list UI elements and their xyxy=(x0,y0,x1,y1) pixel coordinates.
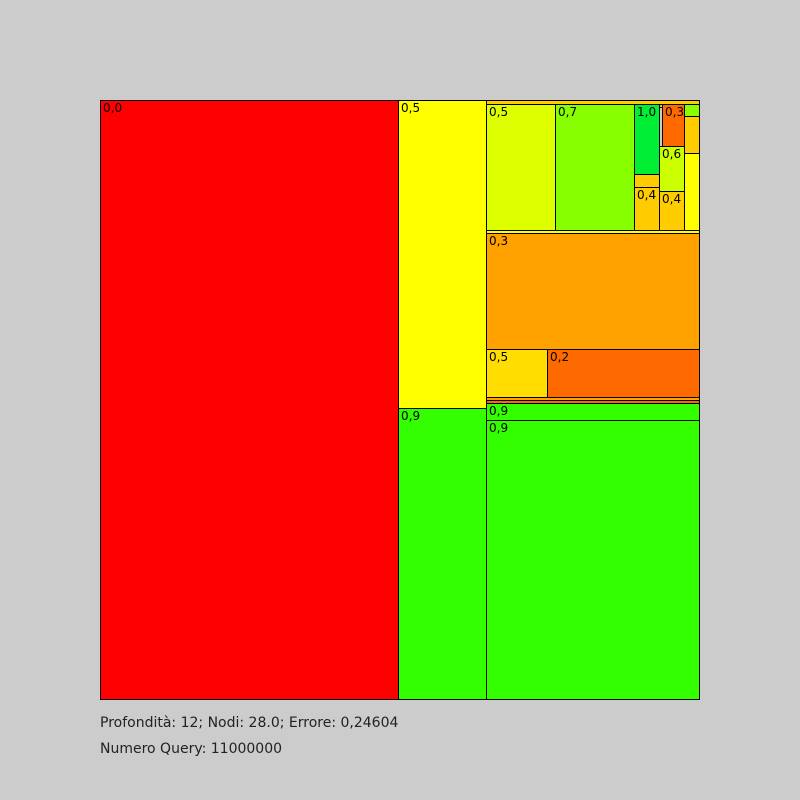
treemap-cell: 0,3 xyxy=(486,233,700,350)
treemap-cell: 1,0 xyxy=(634,104,660,175)
treemap-cell-label: 0,7 xyxy=(558,105,578,119)
treemap-cell: 0,6 xyxy=(659,146,685,192)
treemap-cell-label: 0,9 xyxy=(489,421,509,435)
treemap-cell-label: 0,0 xyxy=(103,101,123,115)
status-query-count: Numero Query: 11000000 xyxy=(100,741,283,757)
treemap-cell-label: 0,2 xyxy=(550,350,570,364)
treemap-cell: 0,4 xyxy=(659,191,685,231)
treemap-cell: 0,9 xyxy=(486,420,700,700)
treemap-cell: 0,2 xyxy=(547,349,700,398)
treemap-cell-label: 0,9 xyxy=(401,409,421,423)
treemap-cell: 0,5 xyxy=(486,104,556,231)
treemap-cell: 0,3 xyxy=(662,104,685,147)
treemap-cell xyxy=(684,116,700,154)
treemap-cell: 0,9 xyxy=(398,408,487,700)
treemap-cell-label: 0,5 xyxy=(401,101,421,115)
treemap-cell-label: 0,6 xyxy=(662,147,682,161)
treemap-cell-label: 0,5 xyxy=(489,350,509,364)
treemap-cell: 0,4 xyxy=(634,187,660,231)
treemap-cell xyxy=(634,174,660,188)
treemap-cell: 0,9 xyxy=(486,403,700,421)
treemap-cell-label: 1,0 xyxy=(637,105,657,119)
treemap-cell-label: 0,3 xyxy=(489,234,509,248)
treemap-cell: 0,5 xyxy=(398,100,487,409)
treemap-cell: 0,7 xyxy=(555,104,635,231)
treemap-cell xyxy=(684,153,700,231)
treemap-cell: 0,0 xyxy=(100,100,399,700)
treemap-cell-label: 0,3 xyxy=(665,105,685,119)
treemap: 0,0 0,5 0,9 0,5 0,7 1,0 0,4 0,3 0,6 0,4 0,3 0,5 0,2 0… xyxy=(100,100,700,700)
treemap-cell: 0,5 xyxy=(486,349,548,398)
treemap-cell-label: 0,9 xyxy=(489,404,509,418)
treemap-cell-label: 0,5 xyxy=(489,105,509,119)
treemap-cell-label: 0,4 xyxy=(662,192,682,206)
treemap-cell-label: 0,4 xyxy=(637,188,657,202)
status-depth-nodes-error: Profondità: 12; Nodi: 28.0; Errore: 0,24… xyxy=(100,715,399,731)
